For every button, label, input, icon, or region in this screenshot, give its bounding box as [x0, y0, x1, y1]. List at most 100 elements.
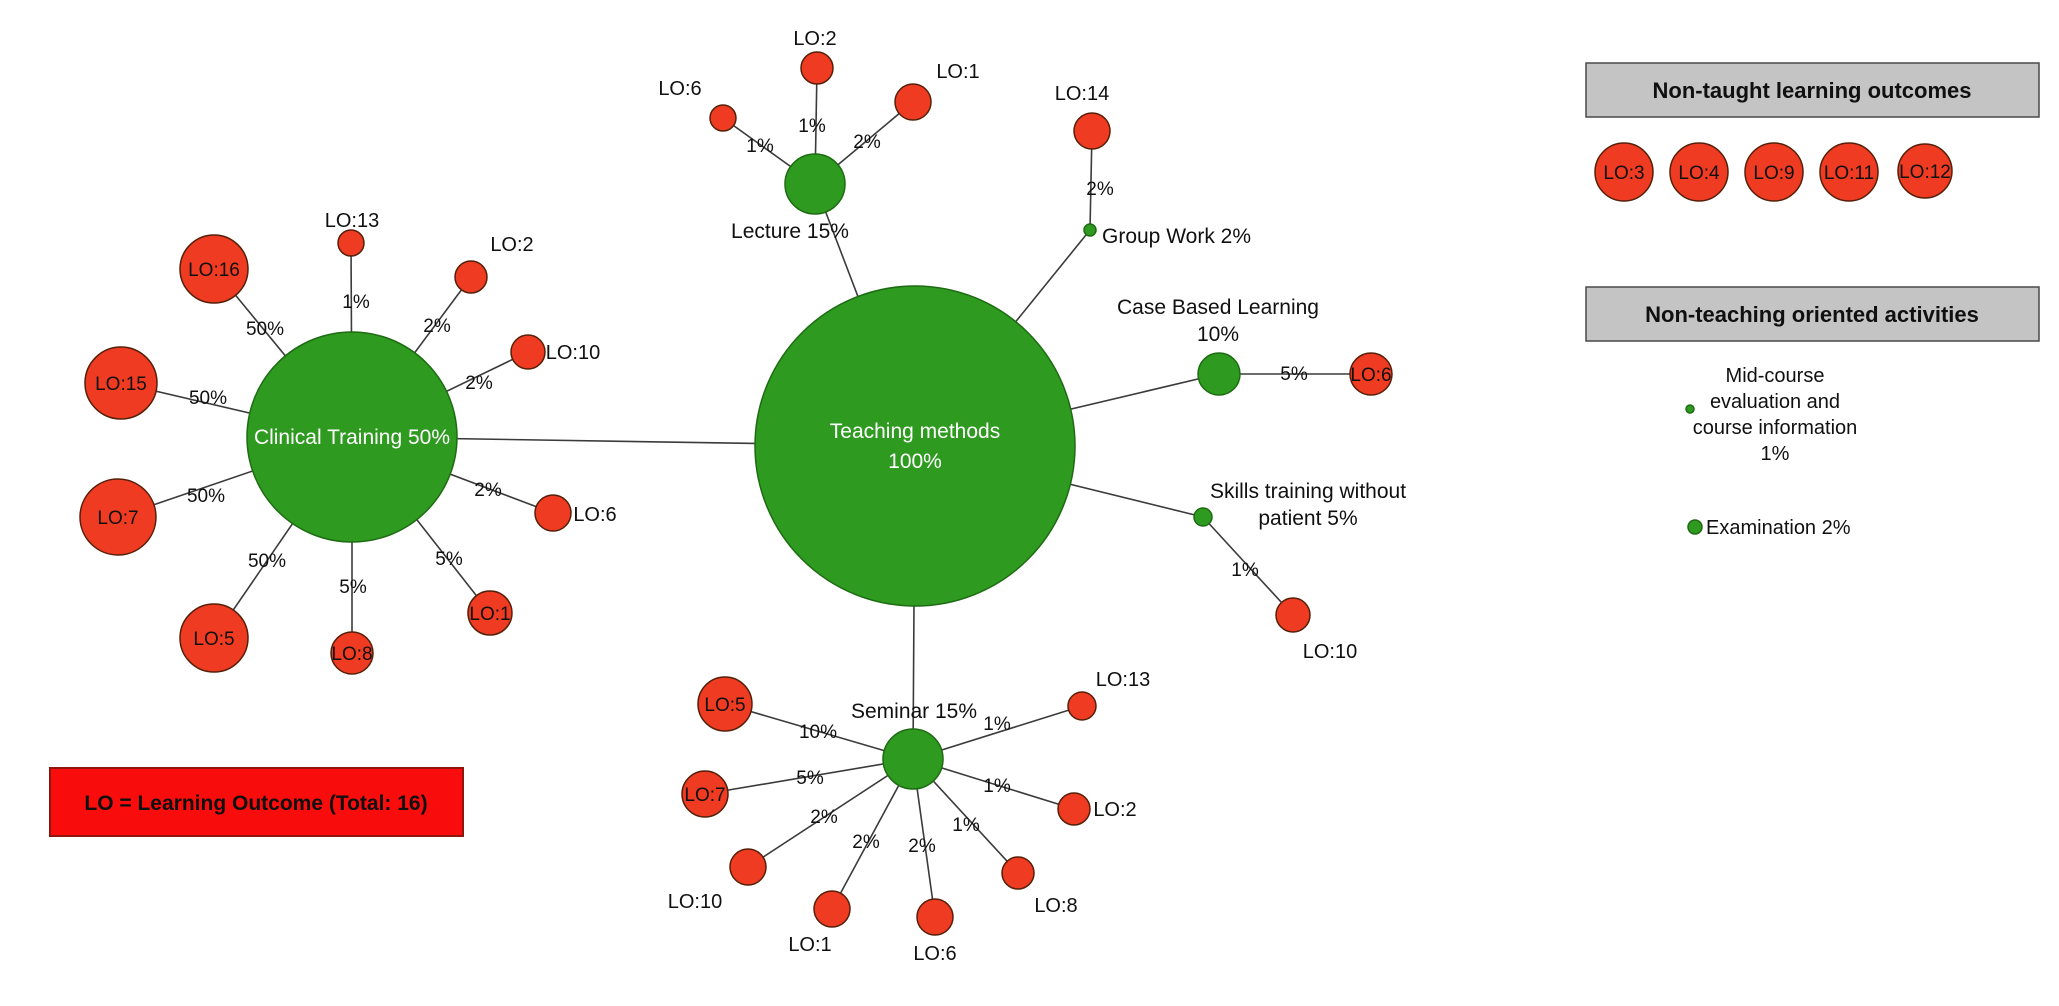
outcome-label: LO:1 [936, 61, 979, 83]
node-lecture-lo1 [894, 83, 932, 121]
outcome-label: LO:10 [668, 891, 722, 913]
edge-percent-labels: 1% 1% 2% 2% 5% 1% 10% 1% 5% 1% 2% 2% 2% … [187, 116, 1308, 857]
mid-course-line: 1% [1761, 443, 1790, 465]
node-clinical-lo7 [79, 478, 157, 556]
node-nontaught-lo12 [1897, 143, 1953, 199]
mid-course-line: course information [1693, 417, 1858, 439]
edge-pct: 2% [1086, 179, 1114, 200]
outcome-label: LO:9 [1753, 163, 1794, 184]
edge-pct: 5% [796, 768, 824, 789]
edge-pct: 2% [465, 373, 493, 394]
node-lecture-lo6 [709, 104, 737, 132]
node-casebased-lo6 [1349, 352, 1393, 396]
outcome-label: LO:10 [546, 342, 600, 364]
node-nontaught-lo4 [1669, 142, 1729, 202]
node-teaching-methods [754, 285, 1076, 607]
node-case-based-learning [1197, 352, 1241, 396]
edge-seminar-lo5 [724, 703, 914, 760]
outcome-label: LO:6 [658, 78, 701, 100]
non-teaching-header-text: Non-teaching oriented activities [1645, 302, 1979, 327]
node-groupwork-lo14 [1073, 112, 1111, 150]
node-lecture [784, 153, 846, 215]
node-mid-course-dot [1685, 404, 1695, 414]
node-lecture-lo2 [800, 51, 834, 85]
outcome-label: LO:2 [1093, 799, 1136, 821]
outcome-label: LO:2 [793, 28, 836, 50]
edge-seminar-lo7 [704, 758, 914, 795]
edge-pct: 50% [246, 319, 284, 340]
outcome-label: LO:13 [1096, 669, 1150, 691]
edge-pct: 50% [189, 388, 227, 409]
node-clinical-lo6 [534, 494, 572, 532]
node-clinical-lo13 [337, 229, 365, 257]
legend-box [49, 767, 464, 837]
outcome-label: LO:10 [1303, 641, 1357, 663]
seminar-label: Seminar 15% [851, 700, 977, 723]
non-taught-header-box [1585, 62, 2040, 118]
node-seminar-lo5 [697, 676, 753, 732]
node-labels: Teaching methods 100% Clinical Training … [95, 28, 1406, 965]
node-clinical-lo1 [467, 590, 513, 636]
outcome-label: LO:6 [573, 504, 616, 526]
outcome-label: LO:8 [331, 644, 372, 665]
node-seminar-lo2 [1057, 792, 1091, 826]
node-seminar-lo7 [681, 770, 729, 818]
outcome-label: LO:13 [325, 210, 379, 232]
non-teaching-header-box [1585, 286, 2040, 342]
case-based-label-line2: 10% [1197, 323, 1239, 346]
outcome-label: LO:11 [1824, 163, 1874, 184]
outcome-label: LO:5 [193, 629, 234, 650]
outcome-nodes [79, 51, 1393, 936]
teaching-methods-label-line2: 100% [888, 450, 942, 473]
edge-seminar-lo10 [747, 758, 914, 868]
right-panel: Non-taught learning outcomes LO:3 LO:4 L… [1585, 62, 2040, 539]
node-nontaught-lo11 [1819, 142, 1879, 202]
mid-course-line: Mid-course [1726, 365, 1825, 387]
outcome-label: LO:1 [469, 604, 510, 625]
node-clinical-lo8 [330, 631, 374, 675]
outcome-label: LO:14 [1055, 83, 1109, 105]
edge-pct: 1% [1231, 560, 1259, 581]
outcome-label: LO:7 [684, 785, 725, 806]
outcome-label: LO:6 [1350, 365, 1391, 386]
examination-label: Examination 2% [1706, 517, 1851, 539]
node-seminar-lo6 [916, 898, 954, 936]
node-clinical-lo5 [179, 603, 249, 673]
outcome-label: LO:5 [704, 695, 745, 716]
outcome-label: LO:2 [490, 234, 533, 256]
outcome-label: LO:16 [188, 260, 240, 281]
node-clinical-training [246, 331, 458, 543]
edge-pct: 1% [952, 815, 980, 836]
group-work-label: Group Work 2% [1102, 225, 1251, 248]
node-seminar-lo1 [813, 890, 851, 928]
outcome-label: LO:8 [1034, 895, 1077, 917]
outcome-label: LO:6 [913, 943, 956, 965]
node-nontaught-lo9 [1744, 142, 1804, 202]
clinical-training-label: Clinical Training 50% [254, 426, 450, 449]
node-clinical-lo2 [454, 260, 488, 294]
teaching-methods-label-line1: Teaching methods [830, 420, 1000, 443]
method-nodes [246, 153, 1241, 790]
edge-pct: 2% [908, 836, 936, 857]
legend: LO = Learning Outcome (Total: 16) [49, 767, 464, 837]
edge-skills-lo10 [1202, 516, 1294, 616]
edge-pct: 5% [339, 577, 367, 598]
edge-pct: 1% [798, 116, 826, 137]
edge-pct: 5% [435, 549, 463, 570]
node-clinical-lo15 [84, 346, 158, 420]
node-clinical-lo16 [179, 234, 249, 304]
edge-pct: 2% [474, 480, 502, 501]
edge-pct: 10% [799, 722, 837, 743]
outcome-label: LO:4 [1678, 163, 1720, 184]
case-based-label-line1: Case Based Learning [1117, 296, 1319, 319]
outcome-label: LO:1 [788, 934, 831, 956]
edge-pct: 1% [983, 776, 1011, 797]
node-group-work [1083, 223, 1097, 237]
mid-course-line: evaluation and [1710, 391, 1840, 413]
edge-pct: 1% [746, 136, 774, 157]
outcome-label: LO:12 [1899, 162, 1951, 183]
node-skills-training [1193, 507, 1213, 527]
node-seminar-lo10 [729, 848, 767, 886]
edge-pct: 50% [187, 486, 225, 507]
